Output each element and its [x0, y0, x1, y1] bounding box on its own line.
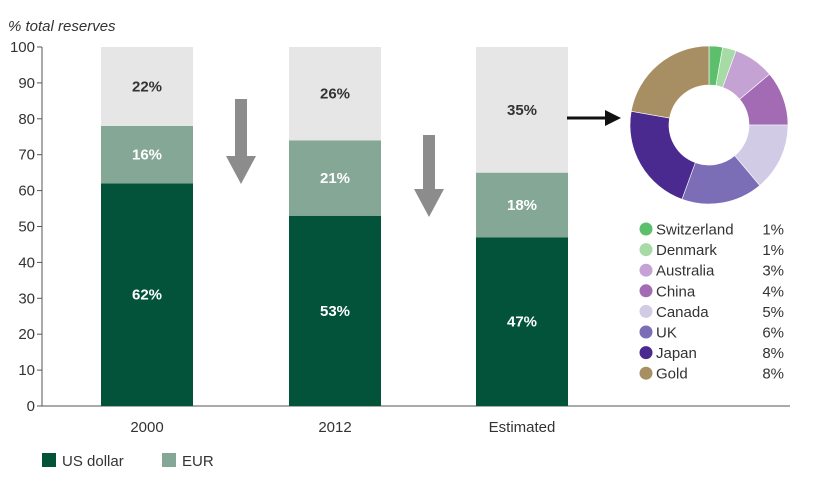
- bar-segment-us-dollar: [476, 237, 568, 406]
- y-tick-label: 50: [18, 219, 35, 236]
- donut-legend-label-australia: Australia: [656, 263, 715, 280]
- bar-value-label: 62%: [132, 287, 162, 304]
- bar-segment-us-dollar: [289, 215, 381, 406]
- donut-legend-dot-japan: [639, 346, 653, 360]
- donut-legend: Switzerland 1% Denmark 1% Australia 3% China 4%…: [639, 222, 784, 383]
- bar-legend: US dollar EUR: [42, 453, 214, 470]
- bar-value-label: 22%: [132, 78, 162, 95]
- donut-legend-value: 5%: [762, 304, 784, 321]
- donut-legend-label-japan: Japan: [656, 345, 697, 362]
- donut-legend-label-gold: Gold: [656, 366, 688, 383]
- donut-legend-label-switzerland: Switzerland: [656, 222, 734, 239]
- donut-legend-label-china: China: [656, 283, 696, 300]
- legend-label-us-dollar: US dollar: [62, 453, 124, 470]
- donut-legend-value: 8%: [762, 345, 784, 362]
- y-tick-label: 20: [18, 326, 35, 343]
- bar-segment-series-3: [101, 47, 193, 126]
- donut-legend-label-canada: Canada: [656, 304, 709, 321]
- legend-swatch-eur: [162, 453, 176, 467]
- donut-legend-value: 8%: [762, 366, 784, 383]
- donut-legend-label-uk: UK: [656, 325, 677, 342]
- bar-value-label: 26%: [320, 86, 350, 103]
- donut-legend-value: 4%: [762, 283, 784, 300]
- bar-segment-series-3: [476, 47, 568, 173]
- y-tick-label: 40: [18, 254, 35, 271]
- donut-legend-dot-denmark: [639, 243, 653, 257]
- bar-segment-eur: [101, 125, 193, 184]
- annotation-arrows: [226, 99, 621, 217]
- bar-value-label: 18%: [507, 197, 537, 214]
- bar-segment-us-dollar: [101, 183, 193, 406]
- donut-legend-dot-uk: [639, 325, 653, 339]
- bar-value-label: 16%: [132, 147, 162, 164]
- x-category-label: 2012: [318, 419, 351, 436]
- bars-group: 62% 16% 22% 2000 53% 21% 26% 2012 47% 18% 35% Estim…: [101, 47, 568, 436]
- bar-segment-eur: [289, 140, 381, 216]
- donut-legend-dot-china: [639, 284, 653, 298]
- y-tick-label: 70: [18, 147, 35, 164]
- donut-legend-dot-switzerland: [639, 222, 653, 236]
- donut-legend-value: 1%: [762, 222, 784, 239]
- y-tick-label: 0: [27, 398, 35, 415]
- donut-chart: [629, 45, 789, 205]
- y-axis: 0 10 20 30 40 50 60 70 80 90 100: [10, 39, 790, 415]
- bar-value-label: 35%: [507, 102, 537, 119]
- bar-value-label: 53%: [320, 303, 350, 320]
- down-arrow-icon: [226, 99, 256, 184]
- donut-slice-japan: [629, 110, 696, 200]
- y-tick-label: 90: [18, 75, 35, 92]
- right-arrow-icon: [605, 110, 621, 126]
- y-tick-label: 30: [18, 290, 35, 307]
- bar-value-label: 21%: [320, 170, 350, 187]
- donut-legend-dot-canada: [639, 304, 653, 318]
- y-axis-label: % total reserves: [8, 18, 116, 35]
- y-tick-label: 60: [18, 183, 35, 200]
- bar-segment-series-3: [289, 47, 381, 141]
- donut-slice-gold: [630, 45, 710, 119]
- down-arrow-icon: [414, 135, 444, 217]
- bar-segment-eur: [476, 172, 568, 238]
- x-category-label: 2000: [130, 419, 163, 436]
- donut-legend-dot-australia: [639, 263, 653, 277]
- donut-legend-label-denmark: Denmark: [656, 242, 717, 259]
- legend-swatch-us-dollar: [42, 453, 56, 467]
- y-tick-label: 100: [10, 39, 35, 56]
- x-category-label: Estimated: [489, 419, 556, 436]
- y-tick-label: 80: [18, 111, 35, 128]
- donut-legend-value: 6%: [762, 325, 784, 342]
- y-tick-label: 10: [18, 362, 35, 379]
- bar-value-label: 47%: [507, 314, 537, 331]
- donut-legend-dot-gold: [639, 366, 653, 380]
- donut-legend-value: 3%: [762, 263, 784, 280]
- legend-label-eur: EUR: [182, 453, 214, 470]
- donut-legend-value: 1%: [762, 242, 784, 259]
